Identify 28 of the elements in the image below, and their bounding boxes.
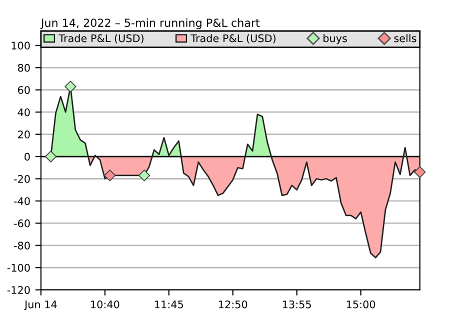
y-tick-label: -120 bbox=[7, 286, 30, 294]
y-tick-label: 20 bbox=[18, 130, 30, 138]
point bbox=[44, 150, 57, 162]
x-tick-label: Jun 14 bbox=[24, 300, 57, 310]
x-tick-label: 13:55 bbox=[282, 300, 311, 308]
y-tick-label: -60 bbox=[14, 219, 30, 228]
y-tick-label: -40 bbox=[14, 197, 30, 206]
y-tick-label: -80 bbox=[14, 242, 30, 250]
point bbox=[104, 170, 116, 182]
y-tick-label: 80 bbox=[18, 64, 30, 72]
x-tick-label: 15:00 bbox=[346, 300, 376, 308]
legend-label: Trade P&L (USD) bbox=[58, 34, 144, 44]
legend-label: buys bbox=[324, 34, 347, 44]
y-tick-label: 60 bbox=[18, 86, 30, 94]
legend-label: sells bbox=[394, 34, 416, 42]
y-tick-label: 40 bbox=[18, 108, 30, 116]
point bbox=[64, 80, 76, 92]
chart-title: Jun 14, 2022 – 5-min running P&L chart bbox=[40, 18, 260, 30]
x-tick-label: 11:45 bbox=[155, 300, 183, 308]
point bbox=[414, 166, 426, 178]
x-tick-label: 10:40 bbox=[91, 300, 120, 308]
x-tick-label: 12:50 bbox=[218, 300, 248, 308]
point bbox=[138, 170, 150, 182]
legend-label: Trade P&L (USD) bbox=[190, 34, 276, 44]
y-tick-label: 0 bbox=[24, 152, 30, 161]
y-tick-label: 100 bbox=[12, 42, 30, 50]
y-tick-label: -100 bbox=[7, 264, 30, 272]
y-tick-label: -20 bbox=[14, 174, 30, 183]
